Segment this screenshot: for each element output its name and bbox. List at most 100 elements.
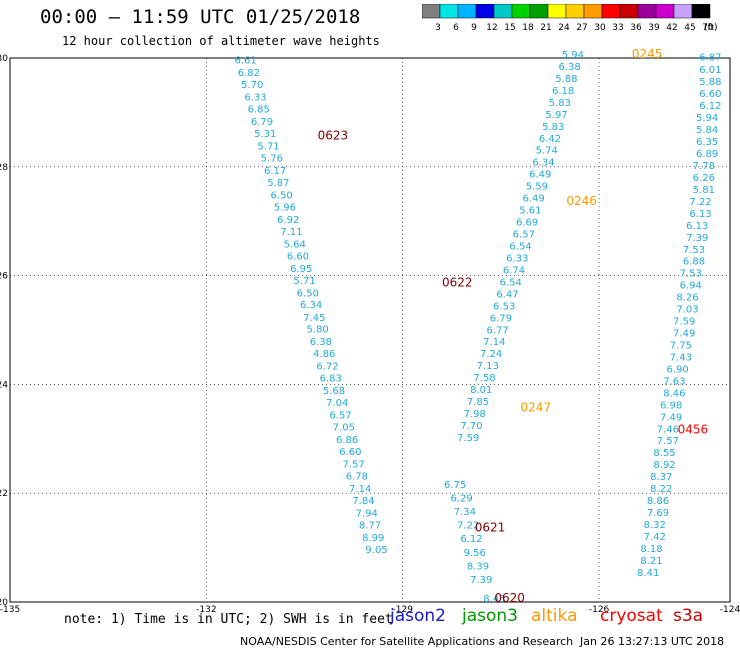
- data-point-label: 6.95: [290, 264, 312, 275]
- y-tick-label: 22: [0, 489, 8, 499]
- credit-line: NOAA/NESDIS Center for Satellite Applica…: [240, 635, 574, 648]
- data-point-label: 5.70: [241, 80, 263, 91]
- data-point-label: 6.77: [487, 325, 509, 336]
- data-point-label: 6.13: [686, 221, 708, 232]
- data-point-label: 7.04: [326, 398, 348, 409]
- data-point-label: 6.18: [552, 86, 574, 97]
- x-tick-label: -124: [720, 605, 740, 612]
- legend-label: 12: [486, 23, 497, 33]
- data-point-label: 7.42: [644, 532, 666, 543]
- legend-label: 18: [522, 23, 534, 33]
- data-point-label: 7.49: [660, 412, 682, 423]
- data-point-label: 6.29: [451, 493, 473, 504]
- track-time-label: 0246: [566, 194, 597, 208]
- data-point-label: 7.43: [670, 352, 692, 363]
- data-point-label: 6.90: [667, 364, 689, 375]
- data-point-label: 7.13: [477, 361, 499, 372]
- data-point-label: 5.71: [257, 141, 279, 152]
- chart-subtitle: 12 hour collection of altimeter wave hei…: [62, 34, 380, 48]
- data-point-label: 6.89: [696, 149, 718, 160]
- data-point-label: 5.61: [519, 206, 541, 217]
- wave-height-plot: 302826242220-135-132-129-126-123-1246.61…: [0, 47, 740, 612]
- legend-label: 70: [702, 23, 714, 33]
- data-point-label: 7.69: [647, 508, 669, 519]
- legend-label: 9: [471, 23, 477, 33]
- legend-label: 27: [576, 23, 587, 33]
- satellite-label-jason2: jason2: [390, 606, 446, 626]
- legend-label: 42: [666, 23, 677, 33]
- y-tick-label: 28: [0, 163, 8, 173]
- data-point-label: 6.50: [271, 190, 293, 201]
- data-point-label: 6.60: [287, 251, 309, 262]
- data-point-label: 6.88: [683, 257, 705, 268]
- data-point-label: 7.24: [480, 349, 502, 360]
- data-point-label: 8.39: [467, 561, 489, 572]
- data-point-label: 7.78: [693, 161, 715, 172]
- data-point-label: 5.80: [307, 325, 329, 336]
- data-point-label: 5.84: [696, 125, 718, 136]
- legend-swatch: [691, 4, 711, 19]
- data-point-label: 7.75: [670, 340, 692, 351]
- data-point-label: 8.37: [650, 472, 672, 483]
- legend-label: 3: [435, 23, 441, 33]
- timestamp: Jan 26 13:27:13 UTC 2018: [580, 635, 725, 648]
- data-point-label: 6.69: [516, 218, 538, 229]
- satellite-label-jason3: jason3: [462, 606, 518, 626]
- track-time-label: 0247: [521, 401, 552, 415]
- data-point-label: 7.39: [470, 575, 492, 586]
- data-point-label: 6.42: [539, 134, 561, 145]
- data-point-label: 6.49: [529, 170, 551, 181]
- data-point-label: 6.79: [490, 313, 512, 324]
- chart-title: 00:00 – 11:59 UTC 01/25/2018: [40, 6, 361, 28]
- data-point-label: 5.81: [693, 185, 715, 196]
- data-point-label: 7.49: [673, 329, 695, 340]
- satellite-label-s3a: s3a: [673, 606, 704, 626]
- data-point-label: 5.83: [542, 122, 564, 133]
- data-point-label: 9.05: [365, 545, 387, 556]
- data-point-label: 8.92: [653, 460, 675, 471]
- plot-frame: [9, 57, 731, 603]
- y-tick-label: 24: [0, 380, 8, 390]
- data-point-label: 7.58: [473, 373, 495, 384]
- data-point-label: 5.87: [267, 178, 289, 189]
- data-point-label: 6.26: [693, 173, 715, 184]
- data-point-label: 7.14: [349, 484, 371, 495]
- data-point-label: 6.33: [244, 92, 266, 103]
- data-point-label: 6.57: [329, 411, 351, 422]
- track-time-label: 0456: [678, 422, 709, 436]
- data-point-label: 6.01: [699, 65, 721, 76]
- data-point-label: 5.96: [274, 202, 296, 213]
- data-point-label: 7.11: [280, 227, 302, 238]
- data-point-label: 8.01: [470, 385, 492, 396]
- data-point-label: 8.41: [637, 568, 659, 579]
- data-point-label: 7.03: [676, 305, 698, 316]
- track-time-label: 0621: [475, 520, 506, 534]
- data-point-label: 8.18: [640, 544, 662, 555]
- data-point-label: 7.05: [333, 423, 355, 434]
- legend-unit: (ft): [704, 23, 718, 33]
- legend-label: 21: [540, 23, 551, 33]
- data-point-label: 6.86: [336, 435, 358, 446]
- data-point-label: 6.13: [689, 209, 711, 220]
- data-point-label: 7.98: [464, 409, 486, 420]
- data-point-label: 5.68: [323, 386, 345, 397]
- satellite-label-cryosat: cryosat: [600, 606, 663, 626]
- data-point-label: 5.88: [699, 77, 721, 88]
- data-point-label: 5.94: [562, 50, 584, 61]
- data-point-label: 6.33: [506, 253, 528, 264]
- data-point-label: 7.70: [460, 421, 482, 432]
- data-point-label: 7.59: [673, 317, 695, 328]
- data-point-label: 6.12: [460, 534, 482, 545]
- data-point-label: 6.74: [503, 265, 525, 276]
- legend-label: 45: [684, 23, 695, 33]
- data-point-label: 8.99: [362, 533, 384, 544]
- data-point-label: 6.94: [680, 281, 702, 292]
- y-tick-label: 26: [0, 272, 8, 282]
- data-point-label: 8.46: [663, 388, 685, 399]
- y-tick-label: 20: [0, 598, 8, 608]
- data-point-label: 8.22: [650, 484, 672, 495]
- legend-label: 15: [504, 23, 515, 33]
- legend-label: 33: [612, 23, 623, 33]
- data-point-label: 5.97: [545, 110, 567, 121]
- data-point-label: 6.17: [264, 166, 286, 177]
